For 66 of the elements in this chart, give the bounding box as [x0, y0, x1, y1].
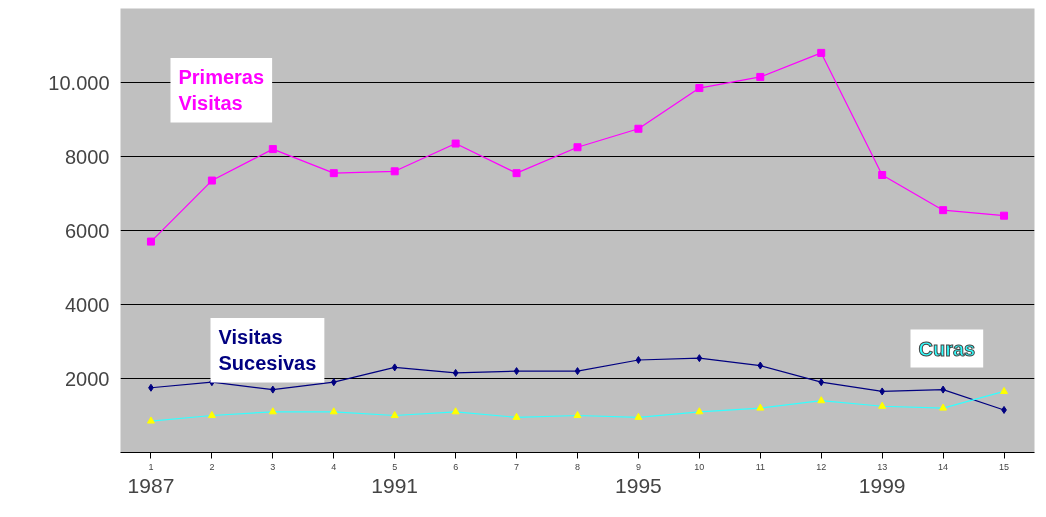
x-tick-label: 10 [694, 461, 705, 472]
x-tick-label: 6 [453, 461, 459, 472]
point [574, 367, 581, 376]
point [391, 363, 398, 372]
point [757, 361, 764, 370]
point [207, 410, 216, 419]
y-tick-label: 6000 [65, 219, 110, 242]
point [512, 412, 521, 420]
x-tick-label: 9 [635, 461, 641, 472]
point [1000, 211, 1009, 220]
x-tick-label: 3 [270, 461, 276, 472]
point [756, 72, 765, 81]
series-label: Curas [918, 337, 976, 360]
x-tick-label: 7 [514, 461, 520, 472]
y-tick-label: 2000 [65, 367, 110, 390]
point [695, 407, 704, 415]
point [756, 403, 765, 411]
x-tick-label: 14 [938, 461, 949, 472]
point [513, 367, 520, 376]
point [512, 169, 521, 178]
point [330, 378, 337, 387]
point [268, 145, 277, 154]
point [573, 143, 582, 152]
text: 1987 [127, 473, 175, 497]
x-tick-label: 11 [755, 461, 765, 472]
text: 1999 [858, 473, 906, 497]
x-tick-label: 12 [816, 461, 827, 472]
y-tick-label: 8000 [65, 145, 110, 168]
point [878, 171, 887, 179]
x-tick-label: 2 [209, 461, 215, 472]
point [207, 176, 216, 185]
point [146, 237, 155, 246]
series-label: Primeras Visitas [178, 66, 265, 115]
x-tick-label: 4 [331, 461, 337, 472]
point [452, 368, 459, 377]
x-tick-label: 15 [999, 461, 1010, 472]
point [696, 354, 703, 363]
point [146, 416, 155, 424]
point [573, 410, 582, 419]
point [634, 412, 643, 420]
x-tick-label: 13 [877, 461, 888, 472]
point [451, 407, 460, 415]
y-tick-label: 10.000 [48, 71, 110, 94]
point [390, 167, 399, 176]
point [635, 356, 642, 364]
text: 1995 [615, 473, 662, 497]
point [451, 139, 460, 148]
series-label: Visitas Sucesivas [218, 326, 317, 375]
point [817, 48, 826, 57]
point [329, 407, 338, 415]
x-tick-label: 1 [148, 461, 154, 472]
point [695, 84, 704, 93]
point [268, 407, 277, 415]
point [390, 410, 399, 419]
point [939, 206, 948, 215]
point [1000, 386, 1009, 394]
text: 1991 [371, 473, 419, 497]
x-tick-label: 5 [392, 461, 398, 472]
point [818, 378, 825, 387]
point [878, 401, 887, 409]
x-tick-label: 8 [575, 461, 581, 472]
y-tick-label: 4000 [65, 293, 110, 316]
point [817, 396, 826, 404]
point [329, 169, 338, 178]
point [939, 403, 948, 411]
point [634, 124, 643, 133]
